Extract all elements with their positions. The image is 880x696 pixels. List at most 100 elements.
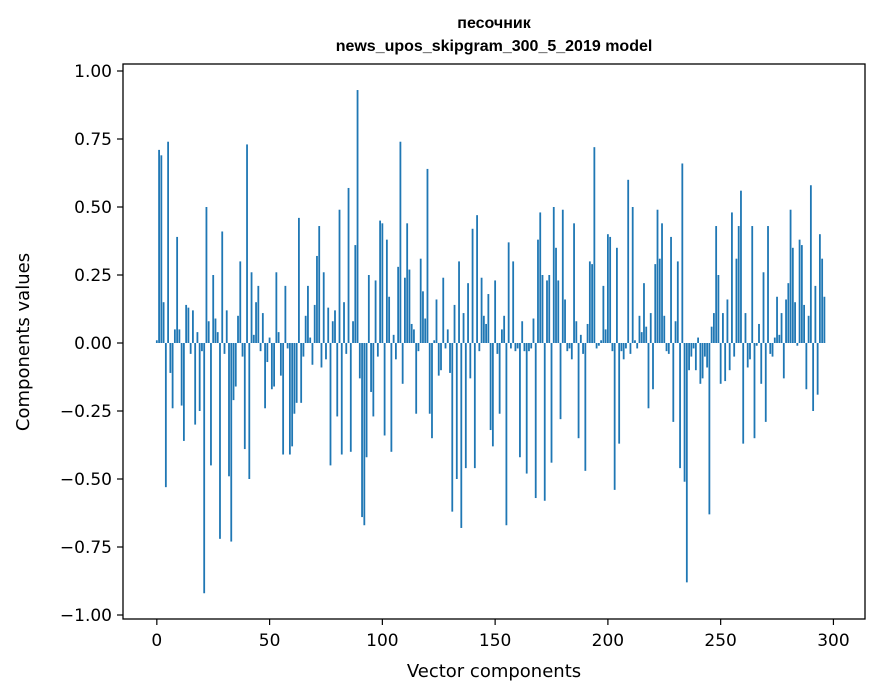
bar <box>302 343 305 357</box>
bar <box>248 343 251 479</box>
bar <box>593 147 596 343</box>
bar <box>715 226 718 343</box>
bar <box>755 343 758 346</box>
bar <box>616 247 618 343</box>
bar <box>268 337 271 343</box>
bar <box>336 343 339 417</box>
bar <box>798 239 801 343</box>
bar <box>530 343 533 349</box>
bar <box>187 307 190 343</box>
bar <box>500 329 503 343</box>
bar <box>591 264 593 343</box>
bar <box>293 343 296 414</box>
bar <box>737 226 740 343</box>
bar <box>543 343 546 501</box>
bar <box>198 343 201 411</box>
bar <box>401 343 404 384</box>
bars-group <box>155 90 826 594</box>
bar <box>618 343 621 444</box>
bar <box>597 343 600 346</box>
bar <box>749 343 751 360</box>
y-tick-label: 1.00 <box>74 62 112 82</box>
x-tick-label: 100 <box>366 631 398 651</box>
bar <box>169 343 172 373</box>
bar <box>298 217 300 343</box>
bar <box>782 343 785 379</box>
bar <box>419 258 422 343</box>
bar <box>264 343 266 409</box>
bar <box>534 343 537 499</box>
bar <box>385 239 388 343</box>
bar <box>746 343 749 368</box>
x-tick-label: 300 <box>817 631 849 651</box>
y-tick-label: −1.00 <box>60 606 112 626</box>
bar <box>415 343 418 414</box>
bar <box>645 326 648 343</box>
bar <box>469 343 472 379</box>
bar <box>613 343 616 490</box>
bar <box>742 343 745 444</box>
bar <box>399 141 402 343</box>
y-tick-label: 0.25 <box>74 266 112 286</box>
bar <box>408 269 411 343</box>
bar <box>464 343 467 469</box>
bar <box>255 302 257 343</box>
bar <box>690 343 693 357</box>
bar <box>367 275 370 343</box>
bar <box>304 315 307 343</box>
bar <box>656 209 659 343</box>
bar <box>406 223 409 343</box>
bar <box>155 340 158 343</box>
bar <box>735 258 738 343</box>
bar <box>241 343 244 357</box>
bar <box>697 337 699 343</box>
plot-frame <box>122 63 866 620</box>
bar <box>498 343 501 414</box>
bar <box>516 343 519 349</box>
bar <box>643 283 645 343</box>
bar <box>744 313 747 343</box>
bar <box>539 212 542 343</box>
bar <box>561 209 564 343</box>
bar <box>473 343 476 469</box>
bar <box>320 343 323 368</box>
bar <box>426 168 429 343</box>
bar <box>275 272 278 343</box>
bar <box>661 223 663 343</box>
chart-title-line-2: news_upos_skipgram_300_5_2019 model <box>336 38 653 55</box>
bar <box>167 141 169 343</box>
bar <box>313 304 316 343</box>
bar <box>347 187 350 343</box>
bar <box>164 343 167 488</box>
bar <box>627 179 630 343</box>
bar <box>728 343 731 371</box>
bar <box>510 343 512 349</box>
bar <box>349 343 352 452</box>
bar <box>345 343 348 354</box>
bar <box>431 343 433 439</box>
y-tick-label: −0.50 <box>60 470 112 490</box>
bar <box>356 90 359 343</box>
bar <box>392 334 395 343</box>
bar <box>586 323 589 343</box>
bar <box>557 280 560 343</box>
bar <box>694 343 697 371</box>
bar <box>733 343 736 357</box>
bar <box>379 220 381 343</box>
bar <box>703 343 706 357</box>
bar <box>582 343 584 354</box>
bar <box>523 343 526 352</box>
bar <box>225 310 228 343</box>
bar <box>807 315 810 343</box>
bar <box>487 294 490 343</box>
bar <box>505 343 508 526</box>
bar <box>568 343 571 349</box>
bar <box>631 207 634 343</box>
bar <box>780 313 783 343</box>
bar <box>812 343 815 411</box>
bar <box>205 207 208 343</box>
bar <box>584 343 587 471</box>
bar <box>455 343 458 479</box>
bar <box>270 343 273 390</box>
